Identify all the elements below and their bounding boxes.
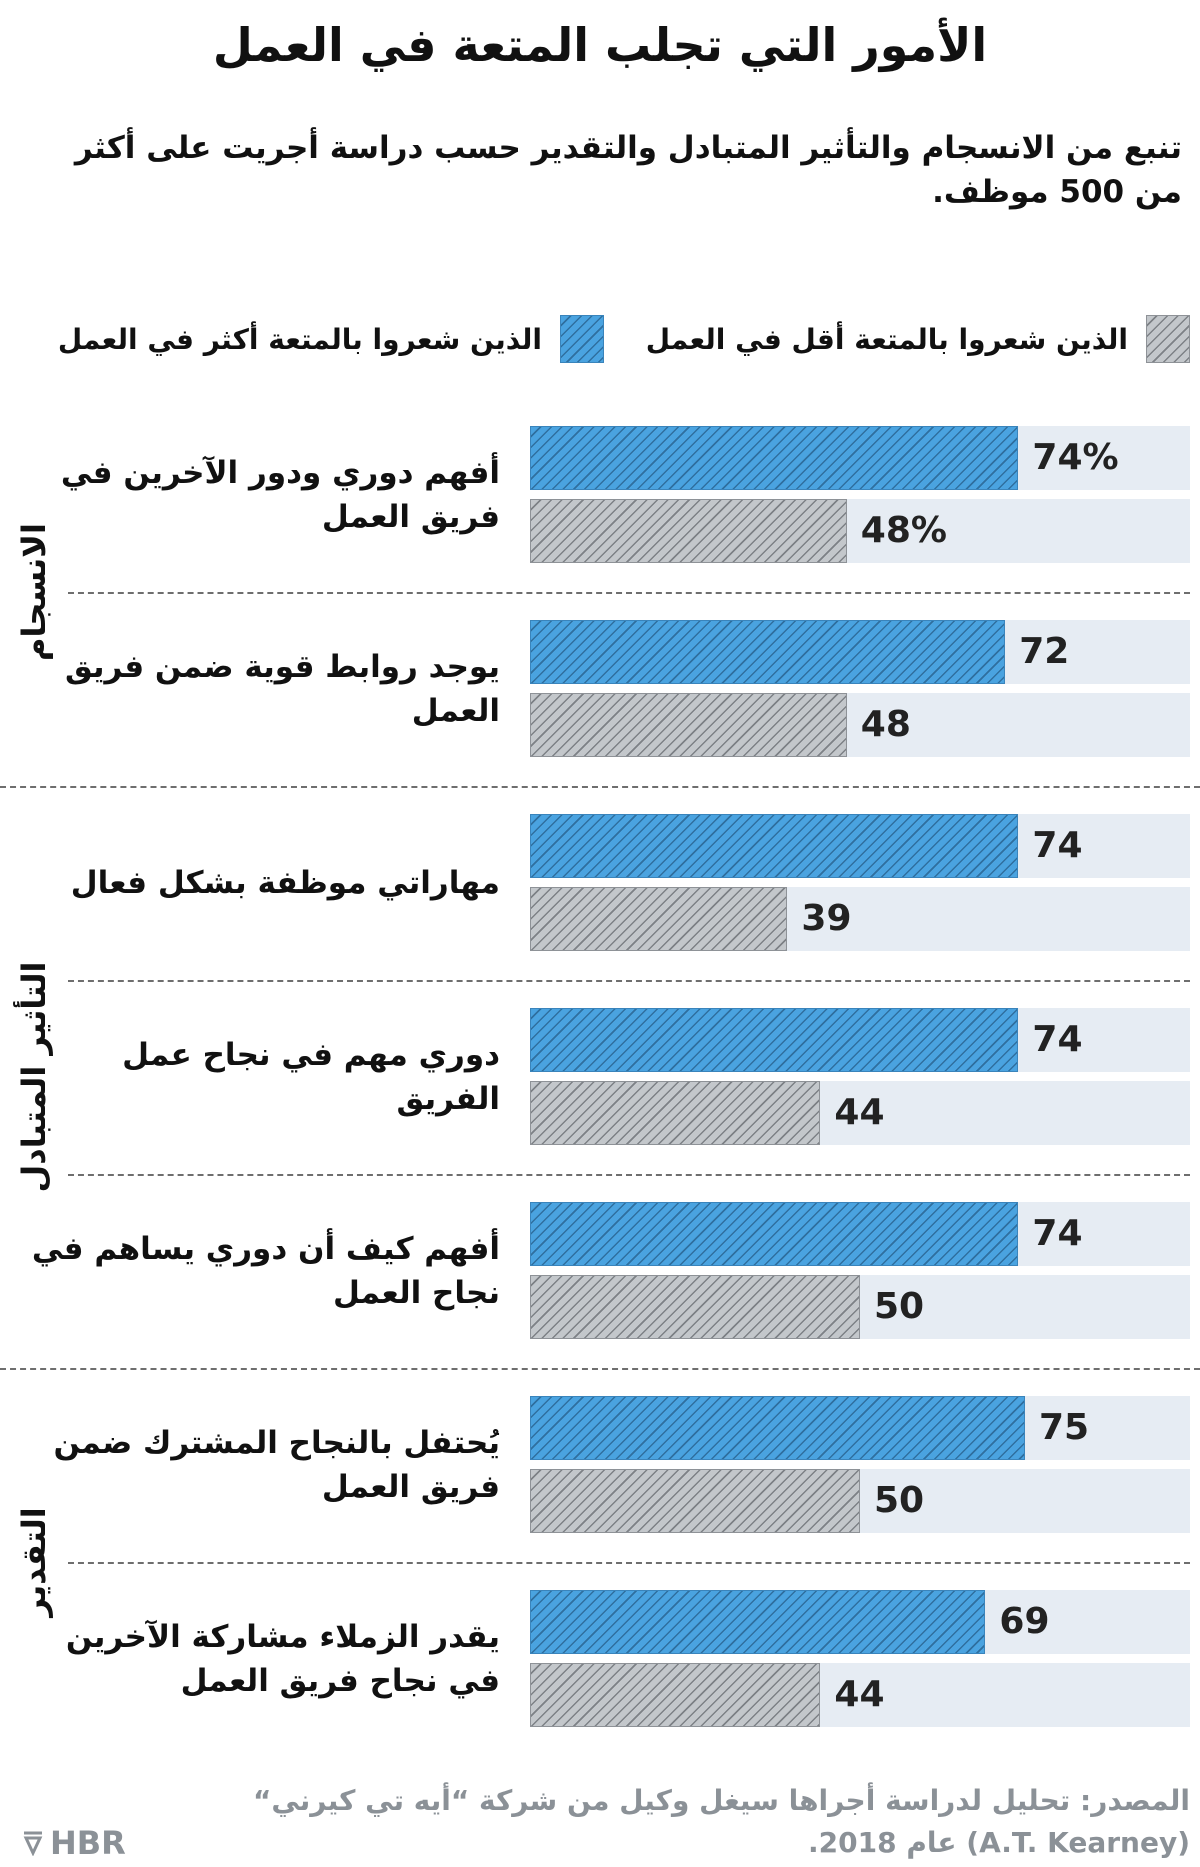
bar-track: 50	[530, 1275, 1190, 1339]
category-label: يُحتفل بالنجاح المشترك ضمن فريق العمل	[53, 1425, 500, 1505]
shield-icon	[23, 1831, 43, 1856]
category-label: أفهم كيف أن دوري يساهم في نجاح العمل	[31, 1231, 500, 1311]
group-label: الانسجام	[15, 522, 53, 661]
bar-track: 69	[530, 1590, 1190, 1654]
bar-more-enjoyment	[530, 1202, 1019, 1266]
bar-more-enjoyment	[530, 620, 1006, 684]
value-label: 74	[1032, 1213, 1083, 1254]
bar-more-enjoyment	[530, 1590, 986, 1654]
bar-track: 48	[530, 693, 1190, 757]
legend-item-less: الذين شعروا بالمتعة أقل في العمل	[646, 314, 1190, 364]
bar-track: 50	[530, 1469, 1190, 1533]
bar-more-enjoyment	[530, 814, 1019, 878]
source-line-2: (A.T. Kearney) عام 2018.	[808, 1826, 1190, 1859]
separator	[0, 786, 1200, 788]
separator	[68, 592, 1190, 594]
value-label: 69	[999, 1601, 1050, 1642]
source-note: المصدر: تحليل لدراسة أجراها سيغل وكيل من…	[250, 1780, 1190, 1864]
category-label: يوجد روابط قوية ضمن فريق العمل	[64, 649, 500, 729]
legend-label-less: الذين شعروا بالمتعة أقل في العمل	[645, 322, 1128, 356]
bar-more-enjoyment	[530, 426, 1019, 490]
bar-track: 74	[530, 814, 1190, 878]
separator	[68, 1174, 1190, 1176]
category-label: دوري مهم في نجاح عمل الفريق	[122, 1037, 500, 1117]
legend-item-more: الذين شعروا بالمتعة أكثر في العمل	[58, 314, 604, 364]
bar-track: 74%	[530, 426, 1190, 490]
value-label: 74%	[1032, 437, 1119, 478]
value-label: 75	[1039, 1407, 1090, 1448]
bar-track: 44	[530, 1081, 1190, 1145]
bar-track: 39	[530, 887, 1190, 951]
bar-less-enjoyment	[530, 1081, 821, 1145]
category-label: أفهم دوري ودور الآخرين في فريق العمل	[60, 455, 500, 535]
separator	[68, 980, 1190, 982]
value-label: 48	[860, 704, 911, 745]
group-label: التقدير	[15, 1506, 53, 1617]
bar-track: 48%	[530, 499, 1190, 563]
bar-more-enjoyment	[530, 1396, 1025, 1460]
bar-track: 74	[530, 1008, 1190, 1072]
chart-title: الأمور التي تجلب المتعة في العمل	[212, 18, 988, 72]
bar-less-enjoyment	[530, 1275, 860, 1339]
legend-label-more: الذين شعروا بالمتعة أكثر في العمل	[57, 322, 542, 356]
legend-swatch-grey	[1146, 315, 1190, 363]
bar-track: 74	[530, 1202, 1190, 1266]
source-line-1: المصدر: تحليل لدراسة أجراها سيغل وكيل من…	[253, 1784, 1190, 1817]
hbr-logo: HBR	[22, 1824, 126, 1862]
chart-subtitle: تنبع من الانسجام والتأثير المتبادل والتق…	[74, 130, 1182, 210]
value-label: 44	[834, 1092, 885, 1133]
value-label: 39	[801, 898, 852, 939]
bar-less-enjoyment	[530, 1663, 821, 1727]
bar-less-enjoyment	[530, 693, 847, 757]
bar-less-enjoyment	[530, 499, 847, 563]
bar-less-enjoyment	[530, 1469, 860, 1533]
value-label: 48%	[860, 510, 947, 551]
separator	[0, 1368, 1200, 1370]
bar-more-enjoyment	[530, 1008, 1019, 1072]
category-label: يقدر الزملاء مشاركة الآخرين في نجاح فريق…	[65, 1619, 500, 1699]
bar-track: 72	[530, 620, 1190, 684]
value-label: 74	[1032, 1019, 1083, 1060]
value-label: 50	[874, 1480, 925, 1521]
bar-track: 75	[530, 1396, 1190, 1460]
bar-less-enjoyment	[530, 887, 788, 951]
value-label: 50	[874, 1286, 925, 1327]
separator	[68, 1562, 1190, 1564]
value-label: 72	[1019, 631, 1070, 672]
value-label: 44	[834, 1674, 885, 1715]
category-label: مهاراتي موظفة بشكل فعال	[70, 865, 500, 901]
logo-text: HBR	[50, 1824, 126, 1862]
legend-swatch-blue	[560, 315, 604, 363]
group-label: التأثير المتبادل	[15, 961, 53, 1192]
bar-track: 44	[530, 1663, 1190, 1727]
value-label: 74	[1032, 825, 1083, 866]
